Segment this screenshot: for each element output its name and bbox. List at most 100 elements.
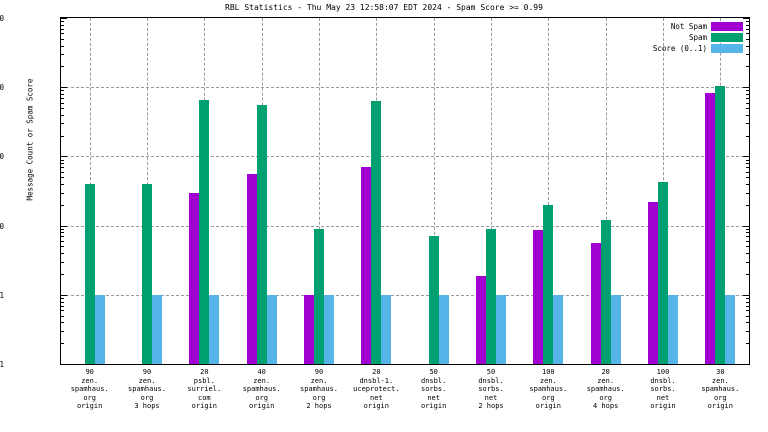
x-label-line: zen. [711,376,729,385]
y-tick-minor [746,108,749,110]
y-tick-minor [746,305,749,307]
y-tick-minor [746,159,749,161]
bar-not-spam [361,167,372,364]
legend-swatch [711,33,743,42]
y-tick-label: 1 [0,290,4,300]
y-tick-minor [61,21,64,23]
y-tick-minor [61,159,64,161]
x-label-line: 20 [200,368,209,376]
x-label-line: zen. [310,376,328,385]
bar-spam [314,228,324,364]
y-tick-minor [61,232,64,234]
y-tick-minor [746,261,749,263]
x-label-line: net [427,393,440,402]
y-tick-minor [61,301,64,303]
bar-spam [256,104,267,364]
y-tick-minor [746,183,749,185]
gridline-1000 [61,87,749,89]
y-tick-label: 10 [0,221,4,231]
y-tick-major [61,18,67,19]
x-axis-category-label: 40 zen. spamhaus. org origin [222,368,302,411]
x-label-line: 100 [656,368,670,376]
y-tick-minor [746,273,749,275]
y-tick-minor [61,261,64,263]
x-label-line: org [140,393,154,402]
x-label-line: org [714,393,727,402]
x-label-line: zen. [138,376,156,385]
y-tick-minor [61,322,64,324]
x-axis-category-label: 100 zen. spamhaus. org origin [508,368,588,411]
y-tick-label: 1000 [0,83,4,93]
bar-not-spam [476,275,486,364]
y-tick-minor [61,102,64,104]
x-axis-category-label: 30 zen. spamhaus. org origin [680,368,760,411]
x-label-line: psbl. [193,376,215,385]
x-label-line: 50 [486,368,496,376]
legend-item: Spam [653,33,743,42]
x-label-line: zen. [253,376,271,385]
bar-score-0-1 [610,294,621,364]
y-tick-minor [61,305,64,307]
y-tick-minor [746,66,749,68]
x-label-line: spamhaus. [300,385,338,394]
y-tick-minor [746,90,749,92]
legend-item: Not Spam [653,22,743,31]
x-label-line: 90 [85,368,94,376]
legend-label: Not Spam [670,22,707,31]
bar-score-0-1 [668,294,678,364]
legend: Not Spam Spam Score (0..1) [653,22,743,53]
y-tick-minor [61,24,64,26]
y-tick-minor [61,93,64,95]
bar-spam [199,100,210,364]
y-tick-label: 10000 [0,14,4,23]
vertical-gridline [319,18,320,364]
legend-item: Score (0..1) [653,44,743,53]
y-tick-minor [746,297,749,299]
x-label-line: 50 [429,368,438,376]
gridline-100 [61,156,749,158]
x-label-line: zen. [81,376,99,385]
plot-area: Not Spam Spam Score (0..1) [60,17,750,365]
x-axis-category-label: 20 psbl. surriel. com origin [164,368,244,411]
x-axis-category-label: 50 dnsbl. sorbs. net 2 hops [451,368,531,411]
y-tick-minor [746,97,749,99]
x-label-line: 40 [257,368,266,376]
bar-score-0-1 [381,294,392,364]
bar-spam [543,204,554,364]
y-tick-minor [61,315,64,317]
gridline-10 [61,225,749,227]
y-tick-minor [61,167,64,169]
bar-score-0-1 [553,294,564,364]
y-tick-minor [746,192,749,194]
y-tick-minor [746,45,749,47]
bar-score-0-1 [438,294,449,364]
x-label-line: 100 [542,368,555,376]
x-label-line: dnsbl. [650,376,676,385]
y-tick-minor [746,171,749,173]
x-label-line: spamhaus. [128,385,166,394]
x-label-line: net [370,393,383,402]
x-label-line: org [542,393,555,402]
bar-spam [84,183,95,364]
y-tick-major [61,364,67,365]
x-label-line: spamhaus. [586,385,625,394]
bar-score-0-1 [266,294,277,364]
y-tick-minor [61,253,64,255]
y-tick-label: 100 [0,152,4,162]
x-label-line: org [599,393,612,402]
vertical-gridline [491,18,492,364]
y-tick-minor [61,240,64,242]
y-tick-label: 0.1 [0,360,4,369]
y-tick-minor [746,240,749,242]
bar-score-0-1 [152,294,162,364]
x-axis-category-label: 20 dnsbl-1. uceprotect. net origin [336,368,416,411]
y-tick-minor [746,102,749,104]
y-tick-major [61,156,67,158]
legend-label: Spam [688,33,707,42]
y-tick-minor [61,236,64,238]
y-tick-major [743,18,749,19]
x-label-line: spamhaus. [242,385,281,394]
y-tick-major [743,156,749,158]
bar-spam [142,183,152,364]
